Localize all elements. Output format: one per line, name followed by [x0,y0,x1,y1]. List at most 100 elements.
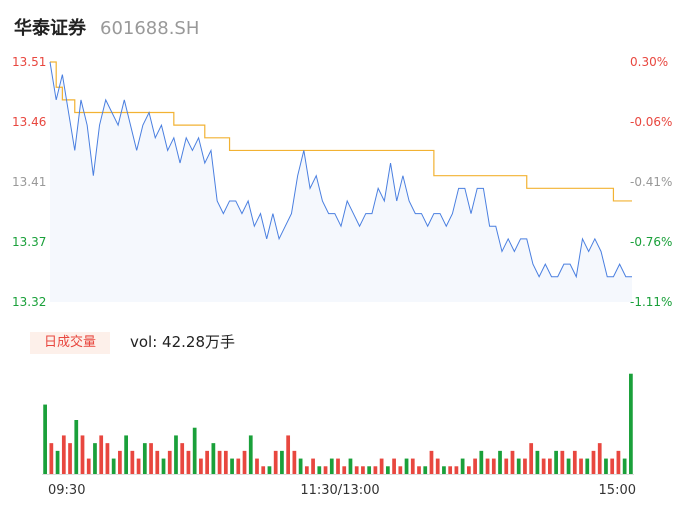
volume-bar [130,450,135,474]
volume-bar [167,450,172,474]
volume-bar [149,443,153,474]
volume-bar [49,443,54,474]
volume-bar [510,450,515,474]
volume-bar [118,450,122,474]
volume-badge[interactable]: 日成交量 [30,332,110,354]
volume-bar [429,450,434,474]
volume-bar [479,450,484,474]
volume-bar [280,450,284,474]
price-chart: 13.51 13.46 13.41 13.37 13.32 0.30% -0.06% -0.… [12,55,672,309]
volume-bar [435,458,440,474]
volume-bar [610,458,615,474]
volume-bar [267,466,272,474]
volume-bar [217,450,222,474]
volume-bar [298,458,303,474]
volume-bar [504,458,509,474]
volume-bar [55,450,60,474]
stock-code: 601688.SH [100,18,200,39]
time-tick: 15:00 [599,483,636,498]
volume-bar [161,458,166,474]
volume-bar [566,458,571,474]
volume-bar [373,466,378,474]
volume-bar [261,466,266,474]
volume-bar [174,435,178,474]
avg-price-line [50,61,632,202]
volume-bar [211,443,216,474]
volume-bar [498,450,502,474]
volume-bar [304,466,309,474]
volume-bar [460,458,465,474]
volume-bar [74,420,79,474]
volume-bar [186,450,191,474]
volume-bar [529,443,534,474]
volume-bar [629,373,633,474]
volume-bar [111,458,116,474]
volume-bar [392,458,396,474]
price-tick-left: 13.46 [12,115,46,129]
volume-bar [311,458,315,474]
volume-bar [379,458,384,474]
price-tick-left: 13.32 [12,295,46,309]
volume-bar [466,466,471,474]
volume-bar [404,458,409,474]
volume-bar [604,458,608,474]
price-tick-right: -0.41% [630,175,672,189]
volume-bar [385,466,390,474]
volume-bar [105,443,110,474]
volume-bar [242,450,247,474]
price-area [50,62,632,302]
stock-name: 华泰证券 [14,18,86,39]
volume-bar [354,466,359,474]
volume-chart: 09:30 11:30/13:00 15:00 [42,373,636,498]
volume-bar [423,466,428,474]
stock-header: 华泰证券 601688.SH [14,14,200,39]
volume-bar [485,458,490,474]
volume-bar [99,435,104,474]
volume-bar [410,458,415,474]
price-tick-right: 0.30% [630,55,668,69]
price-line [49,61,632,279]
volume-bar [585,458,590,474]
volume-bar [442,466,446,474]
volume-bar [591,450,596,474]
volume-bar [248,435,253,474]
price-tick-right: -0.76% [630,235,672,249]
price-tick-left: 13.37 [12,235,46,249]
volume-bar [572,450,577,474]
time-tick: 09:30 [48,483,85,498]
volume-bar [286,435,291,474]
price-tick-left: 13.51 [12,55,46,69]
volume-bar [523,458,527,474]
volume-bar [367,466,372,474]
volume-bar [136,458,141,474]
volume-bar [336,458,340,474]
volume-bar [180,443,185,474]
volume-bar [80,435,85,474]
volume-bar [124,435,128,474]
volume-bar [323,466,328,474]
volume-bar [491,458,496,474]
volume-bar [329,458,334,474]
volume-bar [361,466,365,474]
price-tick-right: -0.06% [630,115,672,129]
volume-bar [417,466,421,474]
volume-bar [541,458,546,474]
price-tick-right: -1.11% [630,295,672,309]
volume-bar [448,466,453,474]
volume-bar [199,458,203,474]
volume-bar [205,450,210,474]
volume-bar [142,443,147,474]
volume-bar [223,450,228,474]
price-tick-left: 13.41 [12,175,46,189]
volume-bar [597,443,602,474]
volume-bar [317,466,322,474]
volume-bar [516,458,521,474]
volume-bar [473,458,477,474]
volume-bar [230,458,234,474]
volume-bar [236,458,241,474]
volume-bar [398,466,403,474]
volume-bar [43,404,47,474]
volume-bar [560,450,565,474]
volume-bar [155,450,160,474]
volume-bar [292,450,297,474]
